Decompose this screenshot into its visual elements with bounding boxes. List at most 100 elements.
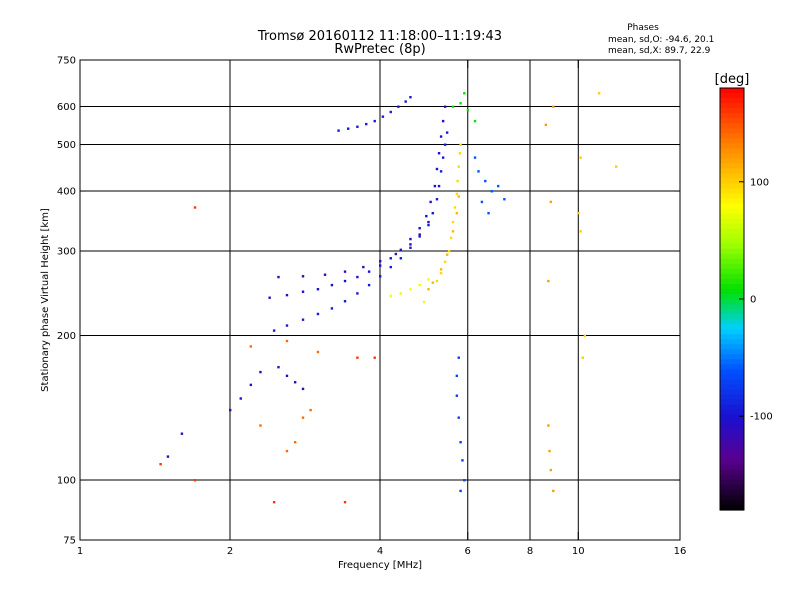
x-tick-label: 16	[674, 546, 687, 557]
colorbar-segment	[720, 88, 744, 94]
colorbar-segment	[720, 123, 744, 129]
colorbar-segment	[720, 243, 744, 250]
data-point	[373, 356, 376, 359]
data-point	[418, 283, 421, 287]
colorbar-tick-label: 100	[750, 177, 769, 188]
data-point	[193, 206, 197, 209]
data-point	[443, 143, 447, 146]
data-point	[381, 115, 385, 118]
data-point	[552, 489, 555, 493]
data-point	[330, 283, 334, 287]
data-point	[249, 345, 253, 348]
colorbar-segment	[720, 178, 744, 185]
data-point	[439, 135, 443, 138]
data-point	[285, 293, 289, 297]
data-point	[365, 122, 368, 126]
data-point	[445, 131, 449, 134]
data-point	[159, 462, 162, 466]
y-tick-label: 200	[57, 331, 76, 342]
colorbar-segment	[720, 384, 744, 391]
colorbar-segment	[720, 359, 744, 365]
colorbar-segment	[720, 218, 744, 225]
data-point	[451, 220, 455, 224]
colorbar-segment	[720, 504, 744, 511]
data-point	[457, 416, 460, 419]
colorbar-segment	[720, 158, 744, 164]
data-point	[439, 271, 443, 275]
data-point	[259, 370, 262, 374]
stats-o: mean, sd,O: -94.6, 20.1	[608, 35, 714, 45]
colorbar-segment	[720, 369, 744, 375]
data-point	[389, 110, 392, 114]
data-point	[451, 105, 455, 108]
data-point	[443, 105, 447, 108]
colorbar-segment	[720, 128, 744, 134]
data-point	[343, 279, 347, 283]
colorbar-segment	[720, 278, 744, 285]
data-point	[581, 356, 584, 359]
data-point	[552, 105, 555, 108]
colorbar-segment	[720, 163, 744, 169]
colorbar-segment	[720, 188, 744, 195]
axes-frame: 1 2 4 6 8 10 16 75 100 200 300 400 500 600 750	[57, 56, 686, 558]
data-point	[439, 170, 443, 173]
colorbar-segment	[720, 98, 744, 104]
data-point	[389, 294, 392, 298]
colorbar-segment	[720, 183, 744, 190]
data-point	[457, 356, 460, 359]
legend-title: Phases	[627, 23, 659, 33]
colorbar-segment	[720, 314, 744, 320]
data-point	[473, 119, 477, 123]
data-point	[597, 92, 601, 95]
y-tick-label: 300	[57, 247, 76, 258]
data-point	[249, 383, 253, 387]
data-point	[399, 257, 403, 260]
colorbar-segment	[720, 143, 744, 149]
colorbar-segment	[720, 419, 744, 426]
colorbar-segment	[720, 258, 744, 265]
data-point	[418, 235, 421, 238]
colorbar-segment	[720, 429, 744, 436]
data-point	[445, 253, 449, 256]
data-point	[356, 275, 359, 279]
colorbar-segment	[720, 374, 744, 380]
data-point	[473, 156, 477, 159]
colorbar-segment	[720, 309, 744, 315]
data-point	[343, 270, 347, 273]
x-axis-label: Frequency [MHz]	[338, 560, 422, 571]
colorbar-segment	[720, 118, 744, 124]
data-point	[277, 365, 280, 369]
colorbar-segment	[720, 268, 744, 275]
data-point	[389, 257, 392, 260]
data-point	[343, 500, 347, 504]
data-point	[484, 179, 487, 183]
colorbar-segment	[720, 354, 744, 360]
colorbar-segment	[720, 499, 744, 506]
data-point	[399, 248, 403, 252]
colorbar-segment	[720, 304, 744, 310]
data-point	[427, 220, 430, 224]
colorbar-segment	[720, 324, 744, 330]
stats-x: mean, sd,X: 89.7, 22.9	[608, 46, 711, 56]
colorbar-segment	[720, 93, 744, 99]
colorbar-segment	[720, 454, 744, 461]
data-point	[259, 424, 262, 427]
data-point	[435, 198, 439, 201]
data-point	[409, 246, 412, 249]
data-point	[583, 334, 587, 337]
data-point	[427, 223, 430, 227]
colorbar-segment	[720, 213, 744, 220]
data-point	[293, 381, 297, 384]
data-point	[356, 292, 359, 295]
data-point	[356, 356, 359, 359]
data-point	[379, 264, 382, 267]
data-point	[458, 152, 462, 155]
data-point	[459, 102, 462, 105]
colorbar-segment	[720, 494, 744, 501]
colorbar: 100 0 -100	[719, 87, 773, 511]
colorbar-segment	[720, 474, 744, 481]
data-point	[455, 374, 459, 378]
data-point	[285, 339, 289, 343]
data-point	[229, 408, 232, 412]
data-point	[579, 230, 582, 233]
